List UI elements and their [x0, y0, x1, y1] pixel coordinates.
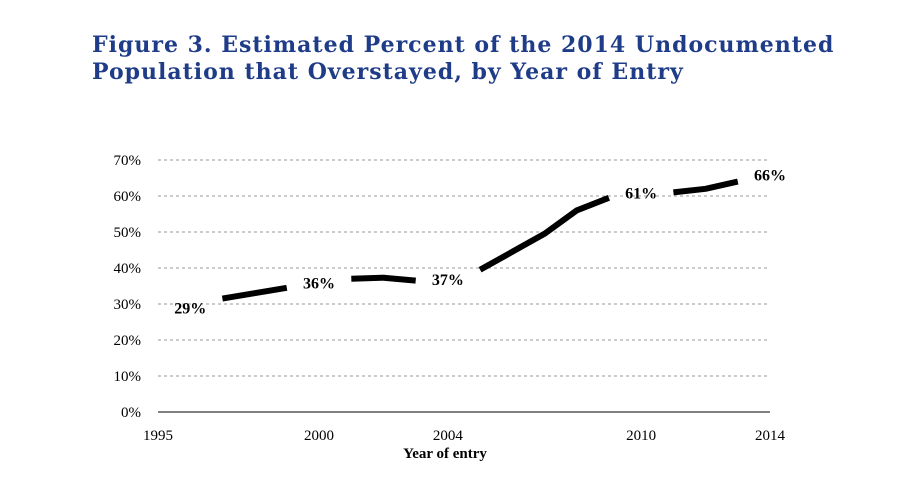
y-tick-label: 10%: [114, 369, 142, 385]
data-label: 66%: [754, 167, 786, 184]
grid-lines: [158, 159, 770, 377]
figure-title-line-2: Population that Overstayed, by Year of E…: [92, 59, 684, 85]
x-tick-label: 2000: [304, 428, 334, 444]
figure-title: Figure 3. Estimated Percent of the 2014 …: [92, 32, 834, 86]
series-line-segment: [351, 274, 416, 284]
y-tick-label: 40%: [114, 261, 142, 277]
series-line-segment: [221, 284, 288, 302]
data-label: 61%: [625, 185, 657, 202]
y-tick-label: 50%: [114, 225, 142, 241]
y-tick-label: 0%: [121, 405, 141, 421]
y-axis: 0% 10% 20% 30% 40% 50% 60% 70%: [114, 153, 142, 421]
x-tick-label: 2004: [433, 428, 464, 444]
y-tick-label: 30%: [114, 297, 142, 313]
y-tick-label: 60%: [114, 189, 142, 205]
data-label: 29%: [174, 301, 206, 318]
series-line-segment: [478, 195, 610, 273]
data-label: 36%: [303, 275, 335, 292]
y-tick-label: 70%: [114, 153, 142, 169]
series-line-segment: [673, 178, 739, 196]
data-label: 37%: [432, 272, 464, 289]
series-layer: [221, 178, 739, 302]
data-labels: 29% 36% 37% 61% 66%: [174, 167, 786, 317]
x-axis-title: Year of entry: [403, 446, 487, 462]
x-axis: 1995 2000 2004 2010 2014: [143, 411, 786, 444]
x-tick-label: 1995: [143, 428, 173, 444]
figure-title-line-1: Figure 3. Estimated Percent of the 2014 …: [92, 32, 835, 58]
x-tick-label: 2014: [755, 428, 786, 444]
x-tick-label: 2010: [626, 428, 656, 444]
y-tick-label: 20%: [114, 333, 142, 349]
